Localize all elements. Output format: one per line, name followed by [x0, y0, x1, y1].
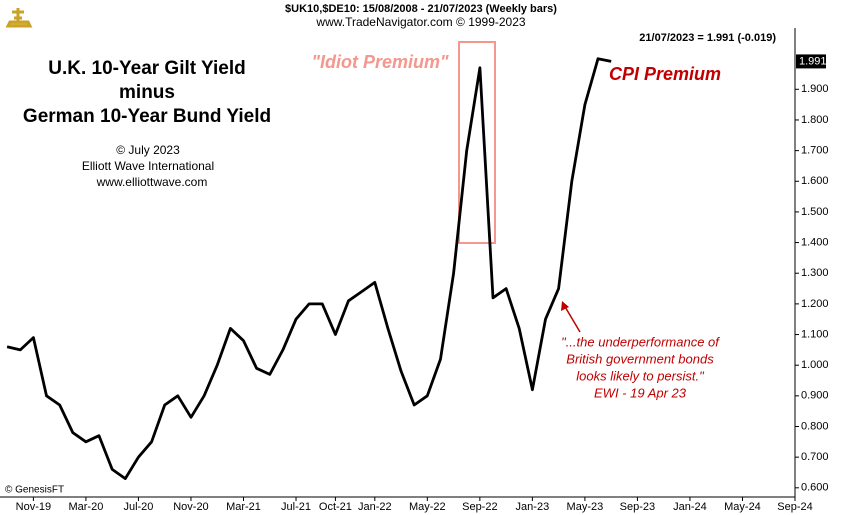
x-tick-label: Nov-19	[16, 501, 51, 513]
x-tick-label: Sep-23	[620, 501, 655, 513]
y-tick-label: 0.700	[801, 451, 829, 463]
quote: EWI - 19 Apr 23	[594, 385, 687, 400]
annotation: CPI Premium	[609, 64, 721, 84]
y-tick-label: 1.000	[801, 359, 829, 371]
highlight-box	[458, 41, 496, 244]
y-tick-label: 0.800	[801, 420, 829, 432]
y-tick-label: 1.400	[801, 236, 829, 248]
annotation: "Idiot Premium"	[311, 52, 449, 72]
title: U.K. 10-Year Gilt Yield	[48, 58, 245, 79]
y-tick-label: 1.900	[801, 83, 829, 95]
y-tick-label: 1.500	[801, 206, 829, 218]
x-tick-label: Jul-20	[123, 501, 153, 513]
x-tick-label: May-23	[567, 501, 604, 513]
copyright: © GenesisFT	[5, 485, 64, 496]
y-tick-label: 0.600	[801, 482, 829, 494]
y-tick-label: 1.300	[801, 267, 829, 279]
x-tick-label: Jan-22	[358, 501, 392, 513]
series-line	[6, 57, 612, 480]
y-tick-label: 1.700	[801, 145, 829, 157]
x-tick-label: Nov-20	[173, 501, 208, 513]
credit: © July 2023	[116, 143, 180, 157]
y-tick-label: 1.800	[801, 114, 829, 126]
header: $UK10,$DE10: 15/08/2008 - 21/07/2023 (We…	[285, 3, 557, 15]
y-tick-label: 1.100	[801, 328, 829, 340]
source: www.TradeNavigator.com © 1999-2023	[315, 15, 525, 29]
quote: looks likely to persist."	[576, 368, 705, 383]
x-tick-label: May-22	[409, 501, 446, 513]
y-tick-label: 0.900	[801, 390, 829, 402]
x-tick-label: May-24	[724, 501, 761, 513]
quote: "...the underperformance of	[561, 334, 720, 349]
last-value-label: 1.991	[799, 55, 827, 67]
logo	[5, 8, 33, 28]
credit: Elliott Wave International	[82, 159, 214, 173]
x-tick-label: Oct-21	[319, 501, 352, 513]
x-tick-label: Jul-21	[281, 501, 311, 513]
last-value-box	[796, 54, 826, 69]
last-note: 21/07/2023 = 1.991 (-0.019)	[639, 32, 776, 44]
x-tick-label: Sep-22	[462, 501, 497, 513]
y-tick-label: 1.600	[801, 175, 829, 187]
y-tick-label: 1.200	[801, 298, 829, 310]
quote: British government bonds	[566, 351, 714, 366]
title: German 10-Year Bund Yield	[23, 106, 271, 127]
x-tick-label: Jan-24	[673, 501, 707, 513]
arrow	[561, 301, 581, 333]
title: minus	[119, 82, 175, 103]
credit: www.elliottwave.com	[96, 175, 208, 189]
x-tick-label: Mar-21	[226, 501, 261, 513]
x-tick-label: Mar-20	[68, 501, 103, 513]
x-tick-label: Jan-23	[516, 501, 550, 513]
x-tick-label: Sep-24	[777, 501, 812, 513]
